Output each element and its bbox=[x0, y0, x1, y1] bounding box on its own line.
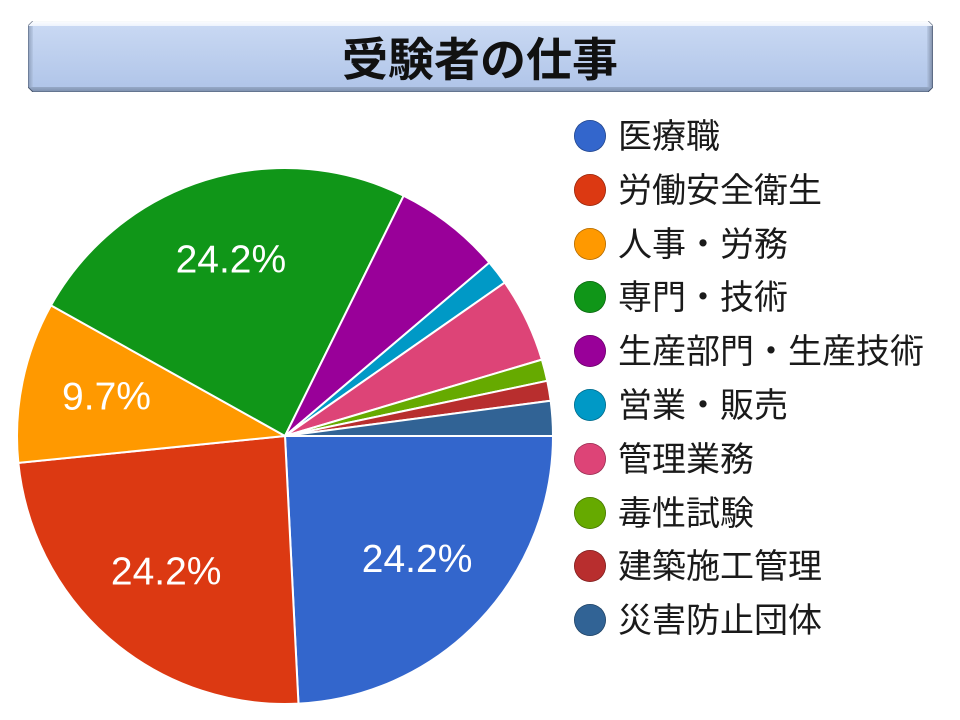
svg-text:24.2%: 24.2% bbox=[111, 550, 222, 593]
svg-text:24.2%: 24.2% bbox=[176, 238, 287, 281]
svg-text:9.7%: 9.7% bbox=[62, 375, 151, 418]
svg-text:24.2%: 24.2% bbox=[362, 538, 473, 581]
